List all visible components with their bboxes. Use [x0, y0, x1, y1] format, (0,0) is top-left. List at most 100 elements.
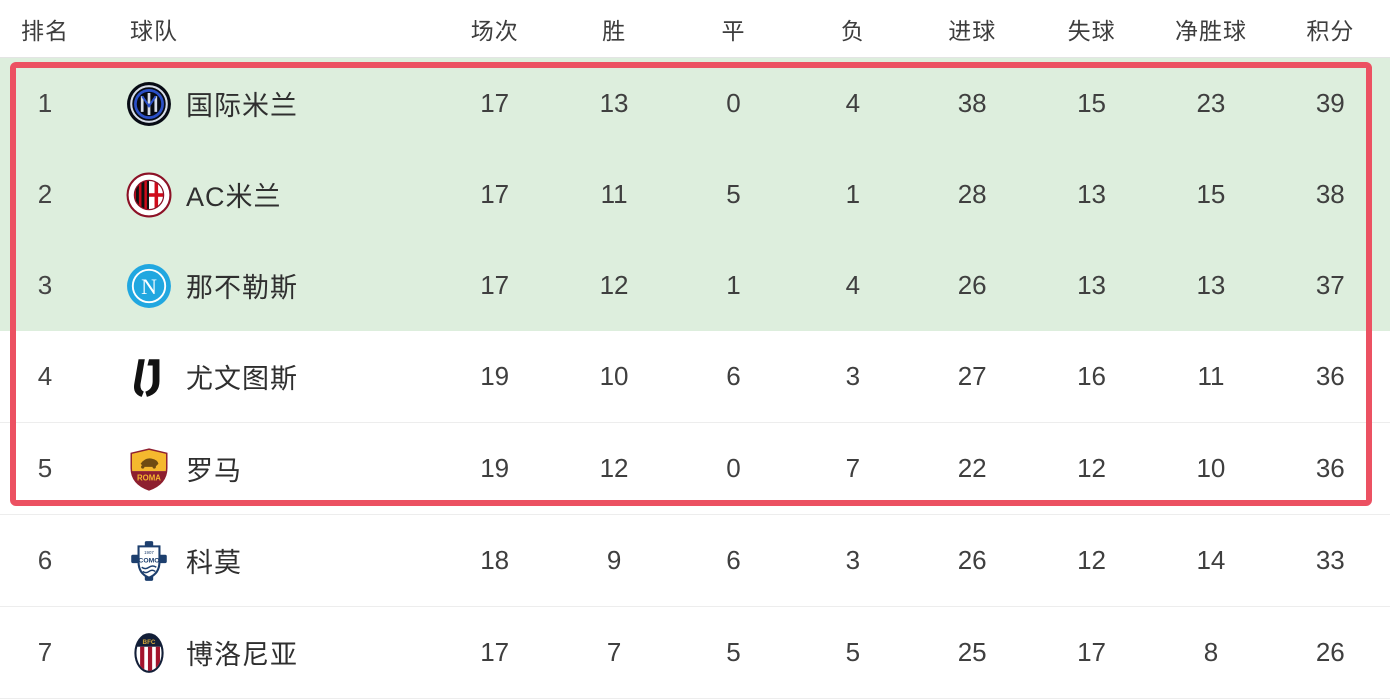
table-row-roma[interactable]: 5 ROMA 罗马 19 12 0 7 22 12 10 36 [0, 423, 1390, 515]
stat-gd-cell: 23 [1196, 88, 1226, 118]
column-header-pts: 积分 [1306, 17, 1355, 44]
svg-text:COMO: COMO [138, 557, 159, 564]
stat-win-cell: 7 [606, 637, 622, 667]
table-header-row: 排名 球队 场次 胜 平 负 进球 失球 净胜球 积分 [0, 0, 1390, 58]
column-header-gf: 进球 [948, 17, 997, 44]
stat-draw-cell: 0 [726, 88, 741, 118]
bologna-logo: BFC [126, 630, 172, 676]
stat-gd-cell: 10 [1196, 453, 1226, 483]
svg-text:ROMA: ROMA [137, 473, 161, 482]
column-header-team: 球队 [130, 17, 178, 44]
stat-gd-cell: 14 [1196, 545, 1226, 575]
stat-played-cell: 17 [480, 270, 510, 300]
table-row-juventus[interactable]: 4 尤文图斯 19 10 6 3 27 16 11 36 [0, 331, 1390, 423]
team-cell: ROMA 罗马 [90, 446, 435, 492]
rank-cell: 2 [37, 179, 53, 209]
stat-ga-cell: 12 [1077, 453, 1107, 483]
stat-win-cell: 9 [606, 545, 622, 575]
column-header-ga: 失球 [1067, 17, 1116, 44]
team-name: 科莫 [186, 548, 242, 578]
team-cell: 尤文图斯 [90, 354, 435, 400]
stat-ga-cell: 16 [1077, 361, 1107, 391]
stat-win-cell: 10 [599, 361, 629, 391]
column-header-rank: 排名 [21, 17, 69, 44]
inter-milan-logo [126, 81, 172, 127]
table-row-como[interactable]: 6 1907 COMO 科莫 18 9 6 3 26 12 14 33 [0, 515, 1390, 607]
column-header-gd: 净胜球 [1174, 17, 1247, 44]
stat-ga-cell: 13 [1077, 179, 1107, 209]
table-row-bologna[interactable]: 7 BFC 博洛尼亚 17 7 5 5 25 17 8 26 [0, 607, 1390, 699]
rank-cell: 5 [37, 453, 53, 483]
stat-played-cell: 19 [480, 361, 510, 391]
stat-ga-cell: 12 [1077, 545, 1107, 575]
stat-pts-cell: 37 [1315, 270, 1345, 300]
stat-pts-cell: 38 [1315, 179, 1345, 209]
stat-win-cell: 12 [599, 270, 629, 300]
team-cell: 国际米兰 [90, 81, 435, 127]
stat-gf-cell: 38 [957, 88, 987, 118]
rank-cell: 3 [37, 270, 53, 300]
stat-draw-cell: 1 [726, 270, 741, 300]
stat-loss-cell: 1 [845, 179, 861, 209]
stat-gf-cell: 27 [957, 361, 987, 391]
team-name: 那不勒斯 [186, 273, 298, 303]
stat-gd-cell: 11 [1197, 361, 1225, 391]
stat-draw-cell: 0 [726, 453, 741, 483]
stat-draw-cell: 5 [726, 637, 741, 667]
stat-draw-cell: 6 [726, 545, 741, 575]
stat-win-cell: 13 [599, 88, 629, 118]
stat-gd-cell: 13 [1196, 270, 1226, 300]
stat-played-cell: 17 [480, 637, 510, 667]
team-cell: N 那不勒斯 [90, 263, 435, 309]
stat-pts-cell: 36 [1315, 453, 1345, 483]
column-header-played: 场次 [470, 17, 519, 44]
rank-cell: 4 [37, 361, 53, 391]
stat-loss-cell: 3 [845, 545, 861, 575]
stat-played-cell: 17 [480, 179, 510, 209]
table-body: 1 国际米兰 17 13 0 4 38 15 23 39 2 AC米兰 17 11 5 1 28 13 15 38 3 N… [0, 58, 1390, 699]
team-cell: AC米兰 [90, 172, 435, 218]
stat-ga-cell: 13 [1077, 270, 1107, 300]
stat-pts-cell: 36 [1315, 361, 1345, 391]
team-cell: BFC 博洛尼亚 [90, 630, 435, 676]
stat-gf-cell: 25 [957, 637, 987, 667]
stat-draw-cell: 5 [726, 179, 741, 209]
napoli-logo: N [126, 263, 172, 309]
team-name: 尤文图斯 [186, 364, 298, 394]
table-row-inter[interactable]: 1 国际米兰 17 13 0 4 38 15 23 39 [0, 58, 1390, 149]
table-row-napoli[interactable]: 3 N 那不勒斯 17 12 1 4 26 13 13 37 [0, 240, 1390, 331]
stat-played-cell: 19 [480, 453, 510, 483]
svg-text:N: N [141, 273, 157, 298]
rank-cell: 1 [37, 88, 53, 118]
team-name: 博洛尼亚 [186, 640, 298, 670]
stat-loss-cell: 3 [845, 361, 861, 391]
rank-cell: 6 [37, 545, 53, 575]
team-cell: 1907 COMO 科莫 [90, 538, 435, 584]
stat-win-cell: 11 [600, 179, 628, 209]
svg-text:1907: 1907 [144, 550, 154, 555]
column-header-loss: 负 [840, 17, 865, 44]
svg-text:BFC: BFC [143, 639, 156, 646]
team-name: 罗马 [186, 456, 242, 486]
juventus-logo [126, 354, 172, 400]
stat-pts-cell: 26 [1315, 637, 1345, 667]
stat-pts-cell: 33 [1315, 545, 1345, 575]
stat-loss-cell: 7 [845, 453, 861, 483]
como-logo: 1907 COMO [126, 538, 172, 584]
stat-draw-cell: 6 [726, 361, 741, 391]
stat-win-cell: 12 [599, 453, 629, 483]
ac-milan-logo [126, 172, 172, 218]
stat-gf-cell: 22 [957, 453, 987, 483]
column-header-draw: 平 [721, 17, 746, 44]
stat-loss-cell: 5 [845, 637, 861, 667]
stat-ga-cell: 15 [1077, 88, 1107, 118]
stat-gd-cell: 15 [1196, 179, 1226, 209]
roma-logo: ROMA [126, 446, 172, 492]
team-name: AC米兰 [186, 182, 282, 212]
rank-cell: 7 [37, 637, 53, 667]
table-row-milan[interactable]: 2 AC米兰 17 11 5 1 28 13 15 38 [0, 149, 1390, 240]
team-name: 国际米兰 [186, 91, 298, 121]
stat-played-cell: 17 [480, 88, 510, 118]
stat-gd-cell: 8 [1203, 637, 1219, 667]
